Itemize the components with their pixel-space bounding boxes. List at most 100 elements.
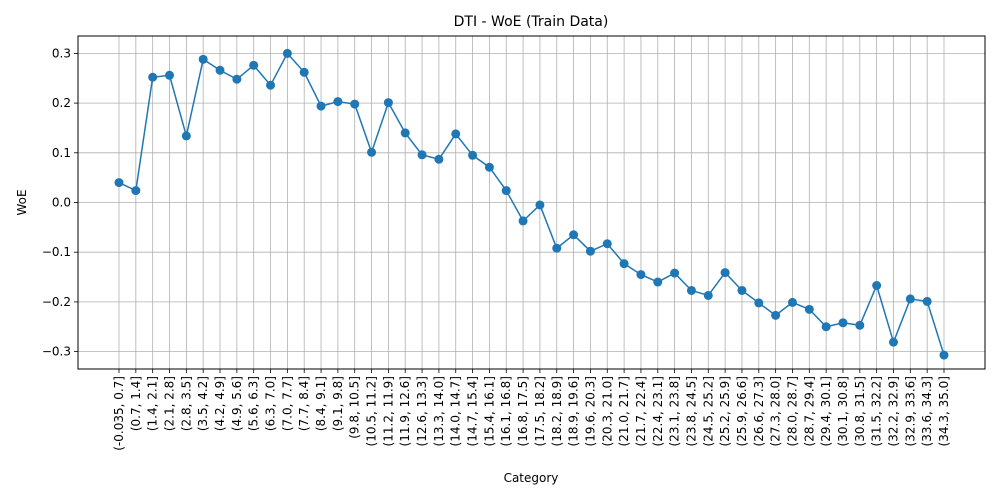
x-tick-label: (1.4, 2.1]: [146, 376, 160, 431]
x-tick-label: (23.8, 24.5]: [684, 376, 698, 446]
x-tick-label: (25.2, 25.9]: [718, 376, 732, 446]
x-tick-label: (14.7, 15.4]: [466, 376, 480, 446]
x-tick-label: (12.6, 13.3]: [415, 376, 429, 446]
x-tick-label: (22.4, 23.1]: [651, 376, 665, 446]
data-point: [905, 294, 915, 304]
x-tick-label: (20.3, 21.0]: [600, 376, 614, 446]
x-tick-label: (16.8, 17.5]: [516, 376, 530, 446]
x-tick-label: (26.6, 27.3]: [752, 376, 766, 446]
x-tick-label: (11.9, 12.6]: [398, 376, 412, 446]
data-point: [451, 129, 461, 139]
data-point: [198, 54, 208, 64]
x-tick-label: (19.6, 20.3]: [583, 376, 597, 446]
x-tick-label: (11.2, 11.9]: [381, 376, 395, 446]
data-point: [333, 97, 343, 107]
data-point: [114, 178, 124, 188]
x-tick-label: (-0.035, 0.7]: [112, 376, 126, 451]
y-tick-label: −0.3: [42, 345, 71, 359]
x-tick-label: (13.3, 14.0]: [432, 376, 446, 446]
data-point: [215, 65, 225, 75]
data-point: [771, 310, 781, 320]
x-tick-label: (18.9, 19.6]: [567, 376, 581, 446]
x-tick-label: (8.4, 9.1]: [314, 376, 328, 431]
x-tick-label: (28.0, 28.7]: [785, 376, 799, 446]
x-tick-label: (5.6, 6.3]: [247, 376, 261, 431]
x-tick-label: (31.5, 32.2]: [870, 376, 884, 446]
data-point: [922, 296, 932, 306]
x-tick-label: (0.7, 1.4]: [129, 376, 143, 431]
data-point: [266, 80, 276, 90]
y-tick-label: 0.0: [52, 196, 71, 210]
series-line: [118, 52, 945, 356]
data-point: [939, 350, 949, 360]
data-point: [821, 322, 831, 332]
x-tick-label: (3.5, 4.2]: [196, 376, 210, 431]
x-axis-ticks: (-0.035, 0.7] (0.7, 1.4] (1.4, 2.1] (2.1, 2…: [112, 369, 951, 451]
data-point: [686, 285, 696, 295]
x-tick-label: (6.3, 7.0]: [264, 376, 278, 431]
x-tick-label: (28.7, 29.4]: [802, 376, 816, 446]
data-point: [737, 285, 747, 295]
data-point: [350, 99, 360, 109]
x-tick-label: (32.9, 33.6]: [903, 376, 917, 446]
data-point: [720, 268, 730, 278]
x-tick-label: (9.8, 10.5]: [348, 376, 362, 439]
data-point: [636, 270, 646, 280]
x-tick-label: (34.3, 35.0]: [937, 376, 951, 446]
data-point: [653, 277, 663, 287]
data-point: [468, 150, 478, 160]
data-point: [417, 150, 427, 160]
data-point: [383, 98, 393, 108]
x-tick-label: (21.0, 21.7]: [617, 376, 631, 446]
y-tick-label: 0.1: [52, 146, 71, 160]
data-point: [670, 268, 680, 278]
x-tick-label: (17.5, 18.2]: [533, 376, 547, 446]
data-point: [703, 290, 713, 300]
chart-title: DTI - WoE (Train Data): [454, 14, 609, 30]
data-point: [569, 230, 579, 240]
data-point: [872, 281, 882, 291]
x-tick-label: (27.3, 28.0]: [769, 376, 783, 446]
data-point: [518, 216, 528, 226]
series-woe: [114, 48, 949, 360]
y-axis-label: WoE: [15, 189, 29, 215]
x-tick-label: (23.1, 23.8]: [668, 376, 682, 446]
x-tick-label: (30.1, 30.8]: [836, 376, 850, 446]
data-point: [232, 74, 242, 84]
data-point: [249, 60, 259, 70]
data-point: [484, 162, 494, 172]
x-tick-label: (15.4, 16.1]: [482, 376, 496, 446]
x-tick-label: (9.1, 9.8]: [331, 376, 345, 431]
y-tick-label: 0.2: [52, 96, 71, 110]
data-point: [754, 298, 764, 308]
data-point: [585, 246, 595, 256]
x-tick-label: (14.0, 14.7]: [449, 376, 463, 446]
x-tick-label: (2.1, 2.8]: [163, 376, 177, 431]
x-tick-label: (29.4, 30.1]: [819, 376, 833, 446]
x-tick-label: (30.8, 31.5]: [853, 376, 867, 446]
data-point: [602, 239, 612, 249]
data-point: [367, 147, 377, 157]
data-point: [855, 320, 865, 330]
data-point: [316, 101, 326, 111]
data-point: [400, 128, 410, 138]
y-tick-label: −0.2: [42, 295, 71, 309]
data-point: [619, 259, 629, 269]
x-tick-label: (4.9, 5.6]: [230, 376, 244, 431]
y-tick-label: −0.1: [42, 245, 71, 259]
x-tick-label: (24.5, 25.2]: [701, 376, 715, 446]
data-point: [888, 337, 898, 347]
x-tick-label: (7.7, 8.4]: [297, 376, 311, 431]
data-point: [165, 70, 175, 80]
data-point: [181, 131, 191, 141]
y-tick-label: 0.3: [52, 46, 71, 60]
data-point: [131, 186, 141, 196]
data-point: [787, 297, 797, 307]
x-tick-label: (33.6, 34.3]: [920, 376, 934, 446]
data-point: [501, 186, 511, 196]
x-axis-label: Category: [504, 471, 559, 485]
x-tick-label: (25.9, 26.6]: [735, 376, 749, 446]
x-tick-label: (18.2, 18.9]: [550, 376, 564, 446]
data-point: [434, 154, 444, 164]
